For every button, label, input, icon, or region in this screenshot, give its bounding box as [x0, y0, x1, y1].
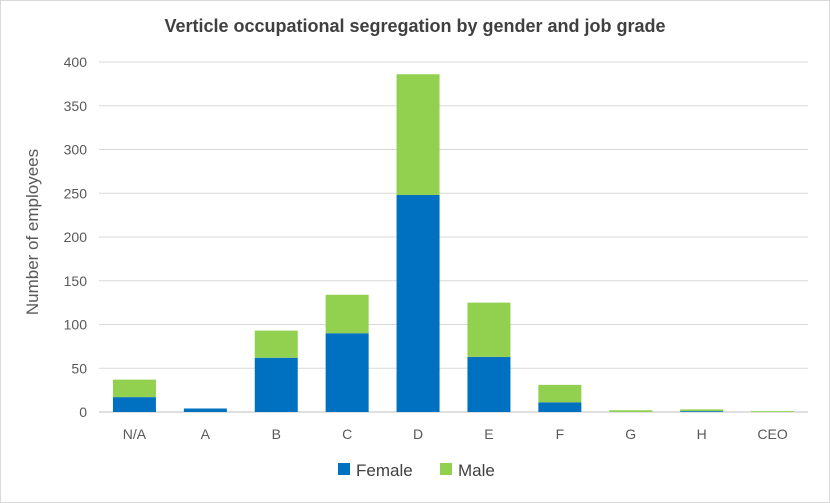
- legend-swatch-female: [338, 463, 350, 475]
- x-tick-label: E: [484, 426, 493, 442]
- y-tick-label: 350: [64, 98, 88, 114]
- x-tick-label: CEO: [757, 426, 787, 442]
- y-tick-label: 250: [64, 185, 88, 201]
- y-tick-label: 50: [71, 360, 87, 376]
- bar-female-na: [112, 397, 156, 412]
- bar-male-ceo: [751, 411, 795, 412]
- bars: [112, 74, 795, 412]
- x-tick-label: H: [697, 426, 707, 442]
- x-tick-label: F: [556, 426, 565, 442]
- y-axis-title: Number of employees: [23, 149, 42, 315]
- bar-male-c: [325, 294, 369, 334]
- x-tick-label: N/A: [123, 426, 147, 442]
- legend-label-female: Female: [356, 461, 413, 480]
- bar-male-d: [396, 74, 440, 195]
- chart-title: Verticle occupational segregation by gen…: [164, 16, 666, 36]
- x-tick-label: B: [272, 426, 281, 442]
- x-axis-ticks: N/A A B C D E F G H CEO: [123, 426, 788, 442]
- x-tick-label: D: [413, 426, 423, 442]
- bar-male-b: [254, 330, 298, 358]
- bar-female-c: [325, 333, 369, 412]
- bar-female-d: [396, 195, 440, 412]
- y-tick-label: 200: [64, 229, 88, 245]
- x-tick-label: A: [201, 426, 211, 442]
- legend-swatch-male: [440, 463, 452, 475]
- bar-male-g: [609, 410, 653, 412]
- bar-female-h: [680, 411, 724, 412]
- bar-female-f: [538, 402, 582, 412]
- bar-female-b: [254, 357, 298, 412]
- bar-male-f: [538, 384, 582, 403]
- x-tick-label: C: [342, 426, 352, 442]
- gridlines: [99, 61, 808, 413]
- y-tick-label: 400: [64, 54, 88, 70]
- legend-label-male: Male: [458, 461, 495, 480]
- y-axis-ticks: 0 50 100 150 200 250 300 350 400: [64, 54, 88, 420]
- y-tick-label: 150: [64, 273, 88, 289]
- y-tick-label: 300: [64, 142, 88, 158]
- bar-female-a: [183, 408, 227, 412]
- bar-male-h: [680, 409, 724, 412]
- y-tick-label: 100: [64, 317, 88, 333]
- x-tick-label: G: [625, 426, 636, 442]
- legend: Female Male: [338, 461, 495, 480]
- bar-male-e: [467, 302, 511, 357]
- bar-male-na: [112, 379, 156, 398]
- y-tick-label: 0: [79, 404, 87, 420]
- bar-female-e: [467, 356, 511, 412]
